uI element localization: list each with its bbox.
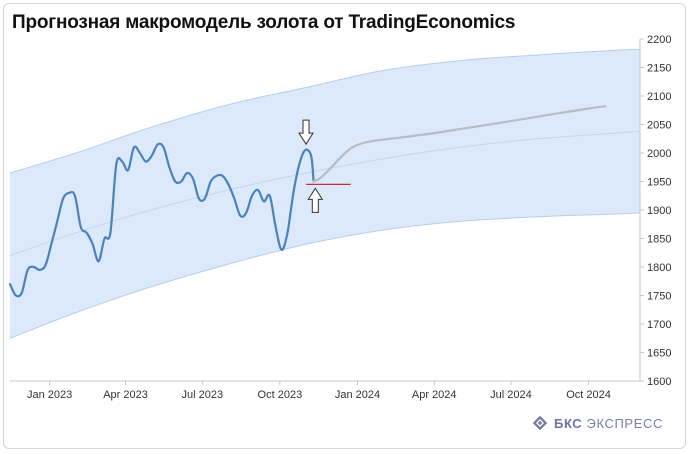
- band-lower-edge: [9, 212, 641, 339]
- band-upper-edge: [9, 48, 641, 174]
- x-tick-label: Jan 2023: [27, 389, 72, 401]
- x-tick-label: Oct 2023: [258, 389, 303, 401]
- y-tick-label: 1600: [647, 376, 671, 388]
- x-tick-label: Oct 2024: [566, 389, 611, 401]
- y-tick-label: 1700: [647, 319, 671, 331]
- confidence-band: [10, 49, 640, 339]
- forecast-line: [312, 105, 607, 183]
- y-tick-label: 1850: [647, 234, 671, 246]
- arrow-up-icon: [307, 187, 324, 213]
- y-tick-label: 1750: [647, 291, 671, 303]
- x-tick-label: Jan 2024: [335, 389, 380, 401]
- x-tick-label: Jul 2023: [181, 389, 223, 401]
- y-tick-label: 1650: [647, 348, 671, 360]
- y-tick-label: 2000: [647, 148, 671, 160]
- y-tick-label: 1950: [647, 177, 671, 189]
- y-tick-label: 1900: [647, 205, 671, 217]
- y-tick-label: 2050: [647, 120, 671, 132]
- y-tick-label: 1800: [647, 262, 671, 274]
- actual-price-line: [8, 142, 315, 298]
- brand-logo: БКС ЭКСПРЕСС: [532, 415, 663, 431]
- brand-name: БКС ЭКСПРЕСС: [554, 415, 663, 431]
- x-tick-label: Jul 2024: [490, 389, 532, 401]
- y-tick-label: 2100: [647, 91, 671, 103]
- y-tick-label: 2200: [647, 34, 671, 46]
- bks-logo-icon: [532, 415, 548, 431]
- y-tick-label: 2150: [647, 63, 671, 75]
- x-tick-label: Apr 2024: [412, 389, 457, 401]
- arrow-down-icon: [298, 119, 314, 146]
- chart-title: Прогнозная макромодель золота от Trading…: [12, 12, 516, 33]
- x-tick-label: Apr 2023: [103, 389, 148, 401]
